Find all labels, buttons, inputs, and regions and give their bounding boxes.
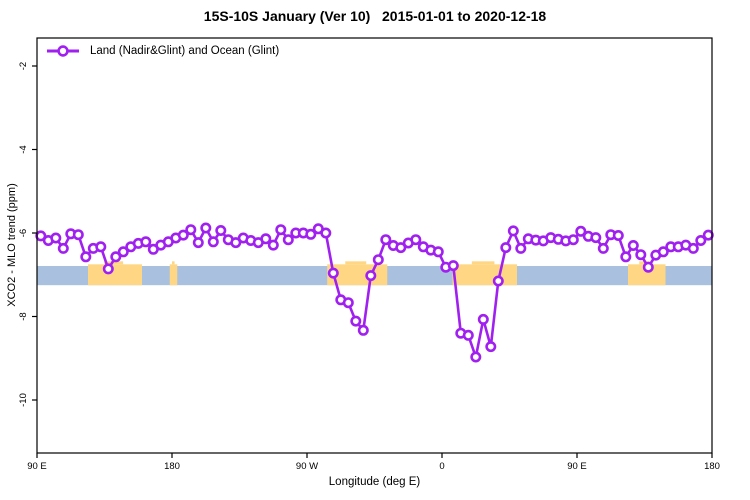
data-point-marker xyxy=(462,329,474,341)
data-point-marker xyxy=(410,234,422,246)
data-point-marker xyxy=(275,224,287,236)
data-point-marker xyxy=(177,229,189,241)
data-point-marker xyxy=(327,267,339,279)
y-axis-title: XCO2 - MLO trend (ppm) xyxy=(6,183,18,307)
data-point-marker xyxy=(50,232,62,244)
data-point-marker xyxy=(657,246,669,258)
data-point-marker xyxy=(192,237,204,249)
orange-flag-band xyxy=(628,264,666,286)
legend: Land (Nadir&Glint) and Ocean (Glint) xyxy=(46,44,279,58)
orange-flag-band xyxy=(88,264,142,286)
orange-flag-bump xyxy=(345,261,367,265)
y-tick-label: -4 xyxy=(18,145,29,153)
y-tick-label: -6 xyxy=(18,229,29,237)
orange-flag-bump xyxy=(471,261,495,265)
x-tick-label: 180 xyxy=(164,461,180,472)
data-point-marker xyxy=(95,241,107,253)
data-point-marker xyxy=(185,224,197,236)
data-point-marker xyxy=(282,234,294,246)
chart-title: 15S-10S January (Ver 10) 2015-01-01 to 2… xyxy=(203,8,547,24)
data-point-marker xyxy=(597,242,609,254)
x-axis-title: Longitude (deg E) xyxy=(328,476,421,488)
data-point-marker xyxy=(72,229,84,241)
data-point-marker xyxy=(215,225,227,237)
data-point-marker xyxy=(695,235,707,247)
data-point-marker xyxy=(110,251,122,263)
data-point-marker xyxy=(372,254,384,266)
x-tick-label: 90 E xyxy=(567,461,587,472)
data-point-marker xyxy=(350,315,362,327)
data-point-marker xyxy=(642,261,654,273)
data-point-marker xyxy=(515,242,527,254)
data-point-marker xyxy=(470,351,482,363)
data-point-marker xyxy=(357,324,369,336)
data-point-marker xyxy=(477,313,489,325)
data-point-marker xyxy=(365,270,377,282)
orange-flag-band xyxy=(169,264,178,286)
data-point-marker xyxy=(575,225,587,237)
data-point-marker xyxy=(320,227,332,239)
orange-flag-bump xyxy=(172,261,175,265)
orange-flag-band xyxy=(452,264,517,286)
data-point-marker xyxy=(492,275,504,287)
data-point-marker xyxy=(140,236,152,248)
data-point-marker xyxy=(627,240,639,252)
orange-flag-bump xyxy=(104,261,124,265)
data-point-marker xyxy=(57,242,69,254)
data-point-marker xyxy=(380,234,392,246)
data-point-marker xyxy=(80,251,92,263)
data-point-marker xyxy=(590,232,602,244)
x-tick-label: 180 xyxy=(704,461,720,472)
data-point-marker xyxy=(432,246,444,258)
y-tick-label: -10 xyxy=(18,393,29,407)
data-point-marker xyxy=(230,237,242,249)
data-point-marker xyxy=(500,242,512,254)
y-tick-label: -2 xyxy=(18,62,29,70)
data-point-marker xyxy=(485,341,497,353)
data-point-marker xyxy=(620,251,632,263)
data-point-marker xyxy=(207,236,219,248)
data-point-marker xyxy=(567,234,579,246)
x-tick-label: 90 W xyxy=(296,461,318,472)
data-point-marker xyxy=(260,233,272,245)
data-point-marker xyxy=(687,242,699,254)
x-tick-label: 90 E xyxy=(27,461,47,472)
data-point-marker xyxy=(102,263,114,275)
data-point-marker xyxy=(267,239,279,251)
data-point-marker xyxy=(117,246,129,258)
data-point-marker xyxy=(612,230,624,242)
legend-label: Land (Nadir&Glint) and Ocean (Glint) xyxy=(90,45,280,57)
data-point-marker xyxy=(200,222,212,234)
y-tick-label: -8 xyxy=(18,312,29,320)
data-point-marker xyxy=(395,242,407,254)
legend-marker-icon xyxy=(47,45,79,57)
data-point-marker xyxy=(702,229,714,241)
data-point-marker xyxy=(342,297,354,309)
x-tick-label: 0 xyxy=(439,461,444,472)
data-point-marker xyxy=(507,225,519,237)
plot-frame xyxy=(36,37,713,454)
data-point-marker xyxy=(447,260,459,272)
data-point-marker xyxy=(635,249,647,261)
data-point-marker xyxy=(305,228,317,240)
